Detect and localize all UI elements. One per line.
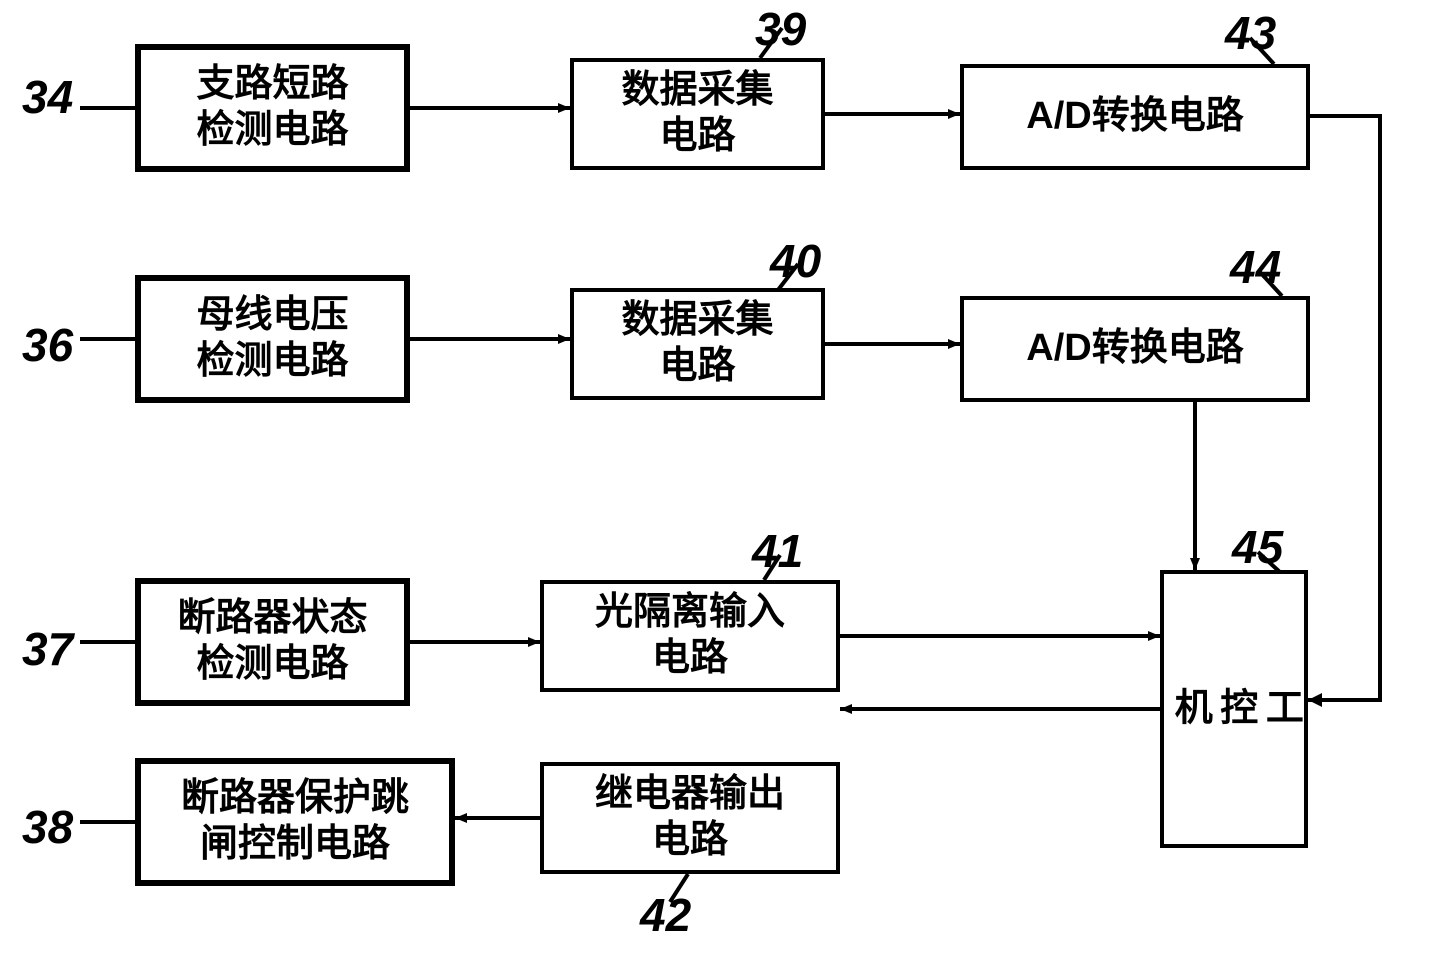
ref-44: 44 <box>1230 240 1281 294</box>
ref-34: 34 <box>22 70 73 124</box>
node-b37: 断路器状态检测电路 <box>135 578 410 706</box>
ref-40: 40 <box>770 234 821 288</box>
node-b44: A/D转换电路 <box>960 296 1310 402</box>
node-b40: 数据采集电路 <box>570 288 825 400</box>
node-b34: 支路短路检测电路 <box>135 44 410 172</box>
ref-43: 43 <box>1225 6 1276 60</box>
node-b39: 数据采集电路 <box>570 58 825 170</box>
node-b38: 断路器保护跳闸控制电路 <box>135 758 455 886</box>
ref-39: 39 <box>755 2 806 56</box>
ref-41: 41 <box>752 524 803 578</box>
ref-38: 38 <box>22 800 73 854</box>
node-b42: 继电器输出电路 <box>540 762 840 874</box>
ref-45: 45 <box>1232 520 1283 574</box>
node-b41: 光隔离输入电路 <box>540 580 840 692</box>
node-b45: 工控机 <box>1160 570 1308 848</box>
ref-42: 42 <box>640 888 691 942</box>
ref-37: 37 <box>22 622 73 676</box>
ref-36: 36 <box>22 318 73 372</box>
node-b43: A/D转换电路 <box>960 64 1310 170</box>
node-b36: 母线电压检测电路 <box>135 275 410 403</box>
